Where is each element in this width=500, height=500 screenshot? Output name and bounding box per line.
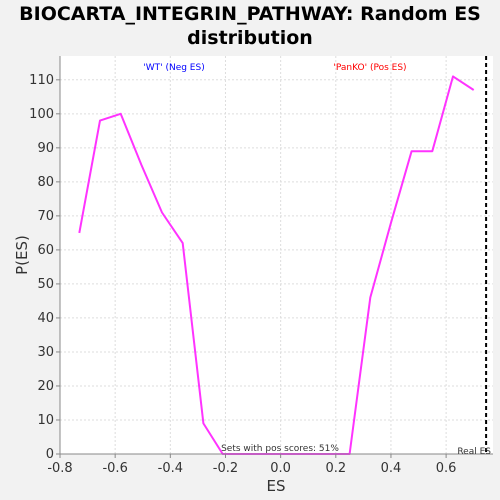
y-tick-label: 80: [37, 175, 54, 190]
x-tick-label: 0.4: [381, 461, 402, 476]
real-es-label: Real ES: [457, 447, 491, 457]
x-tick-label: 0.0: [270, 461, 291, 476]
y-tick-label: 40: [37, 311, 54, 326]
x-axis-label: ES: [267, 477, 286, 495]
x-tick-label: 0.6: [436, 461, 457, 476]
y-tick-label: 70: [37, 209, 54, 224]
x-ticks: -0.8 -0.6 -0.4 -0.2 0.0 0.2 0.4 0.6: [47, 454, 456, 476]
y-axis-label: P(ES): [13, 235, 31, 275]
x-tick-label: -0.8: [47, 461, 72, 476]
pos-scores-label: Sets with pos scores: 51%: [221, 444, 339, 454]
y-ticks: 0 10 20 30 40 50 60 70 80 90 100 110: [29, 73, 60, 462]
y-tick-label: 30: [37, 345, 54, 360]
chart-title-line-1: BIOCARTA_INTEGRIN_PATHWAY: Random ES: [19, 3, 481, 25]
y-tick-label: 0: [46, 447, 54, 462]
x-tick-label: -0.6: [102, 461, 127, 476]
x-tick-label: -0.2: [213, 461, 238, 476]
chart-title-line-2: distribution: [187, 27, 313, 49]
chart-title: BIOCARTA_INTEGRIN_PATHWAY: Random ES dis…: [0, 2, 500, 50]
y-tick-label: 100: [29, 107, 54, 122]
plot-area: [60, 56, 493, 454]
y-tick-label: 110: [29, 73, 54, 88]
pos-es-label: 'PanKO' (Pos ES): [333, 63, 406, 73]
y-tick-label: 10: [37, 413, 54, 428]
y-tick-label: 50: [37, 277, 54, 292]
x-tick-label: 0.2: [325, 461, 346, 476]
grid-lines: [59, 56, 493, 455]
y-tick-label: 20: [37, 379, 54, 394]
neg-es-label: 'WT' (Neg ES): [143, 63, 204, 73]
y-tick-label: 60: [37, 243, 54, 258]
x-tick-label: -0.4: [158, 461, 183, 476]
y-tick-label: 90: [37, 141, 54, 156]
